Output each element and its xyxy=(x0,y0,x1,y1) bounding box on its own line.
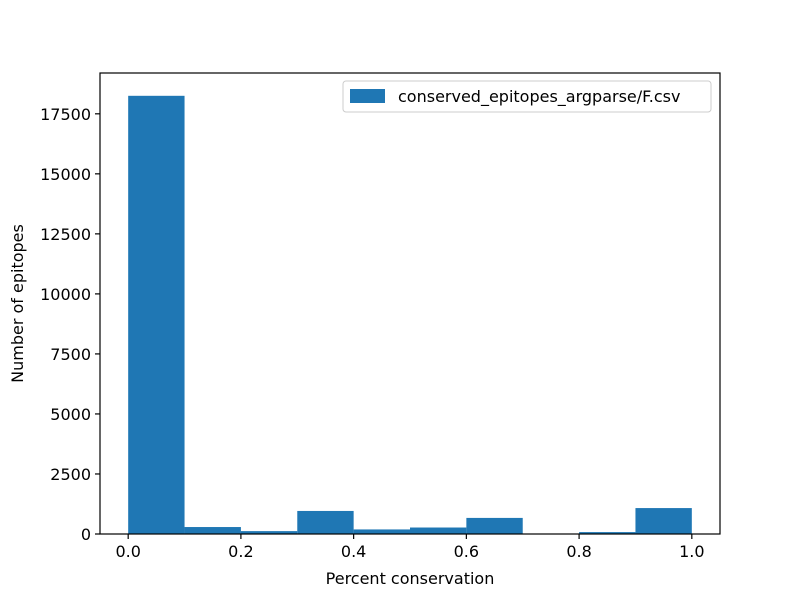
x-tick-label: 0.2 xyxy=(228,542,253,561)
histogram-bar-8 xyxy=(579,532,636,534)
histogram-bar-1 xyxy=(184,527,241,534)
x-tick-label: 0.6 xyxy=(454,542,479,561)
y-tick-label: 17500 xyxy=(40,105,91,124)
histogram-bar-6 xyxy=(466,517,523,534)
x-tick-label: 0.8 xyxy=(566,542,591,561)
legend: conserved_epitopes_argparse/F.csv xyxy=(342,80,712,113)
legend-box xyxy=(342,80,712,113)
x-tick-label: 0.0 xyxy=(115,542,140,561)
legend-swatch xyxy=(350,89,385,103)
y-tick-label: 2500 xyxy=(50,465,91,484)
y-axis-label: Number of epitopes xyxy=(8,224,27,383)
legend-label: conserved_epitopes_argparse/F.csv xyxy=(398,87,680,107)
x-axis-label: Percent conservation xyxy=(326,569,495,588)
x-tick-label: 1.0 xyxy=(679,542,704,561)
bars-layer xyxy=(128,95,692,534)
histogram-bar-2 xyxy=(240,531,298,534)
histogram-bar-5 xyxy=(410,527,467,534)
y-tick-label: 5000 xyxy=(50,405,91,424)
y-tick-label: 0 xyxy=(81,525,91,544)
histogram-bar-3 xyxy=(297,510,354,534)
y-tick-label: 10000 xyxy=(40,285,91,304)
plot-frame xyxy=(99,72,721,535)
histogram-bar-4 xyxy=(353,529,410,534)
y-tick-label: 12500 xyxy=(40,225,91,244)
x-tick-label: 0.4 xyxy=(341,542,366,561)
histogram-bar-0 xyxy=(128,95,185,534)
x-axis-ticks: 0.0 0.2 0.4 0.6 0.8 1.0 xyxy=(115,534,705,561)
y-tick-label: 7500 xyxy=(50,345,91,364)
y-axis-ticks: 0 2500 5000 7500 10000 12500 15000 17500 xyxy=(40,105,100,544)
histogram-bar-9 xyxy=(635,508,692,534)
y-tick-label: 15000 xyxy=(40,165,91,184)
